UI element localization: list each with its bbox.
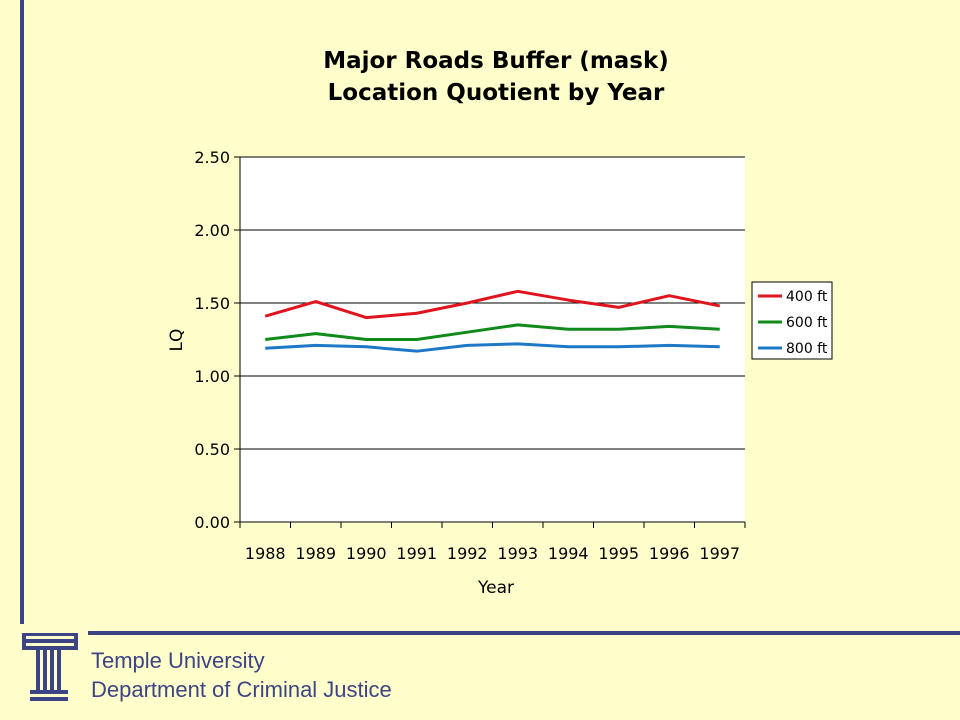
plot-area [240,157,745,522]
chart-title-line1: Major Roads Buffer (mask) [323,48,669,74]
x-tick-label: 1993 [497,544,538,563]
x-tick-label: 1995 [598,544,639,563]
y-tick-label: 0.00 [194,513,230,532]
x-tick-label: 1997 [699,544,740,563]
x-tick-label: 1992 [447,544,488,563]
footer-department: Department of Criminal Justice [91,677,392,702]
y-tick-label: 2.00 [194,221,230,240]
x-tick-label: 1988 [245,544,286,563]
y-tick-label: 0.50 [194,440,230,459]
left-accent-bar [20,0,24,624]
series-line-800-ft [265,342,720,353]
x-tick-label: 1991 [396,544,437,563]
series-line-600-ft [265,323,720,341]
lq-line-chart: Major Roads Buffer (mask) Location Quoti… [167,48,833,598]
chart-title-line2: Location Quotient by Year [328,80,665,106]
y-tick-label: 1.00 [194,367,230,386]
legend-label-600-ft: 600 ft [786,315,828,331]
legend: 400 ft 600 ft 800 ft [751,281,833,360]
x-tick-label: 1996 [649,544,690,563]
x-tick-label: 1990 [346,544,387,563]
temple-t-logo [22,633,78,701]
y-axis-label: LQ [167,329,187,352]
y-tick-label: 1.50 [194,294,230,313]
series-line-400-ft [264,289,721,320]
x-tick-label: 1994 [548,544,589,563]
legend-label-800-ft: 800 ft [786,341,828,357]
x-axis-label: Year [477,578,514,598]
legend-label-400-ft: 400 ft [786,289,828,305]
y-tick-label: 2.50 [194,148,230,167]
x-tick-label: 1989 [295,544,336,563]
footer-rule [88,631,960,635]
footer-university: Temple University [91,648,265,673]
